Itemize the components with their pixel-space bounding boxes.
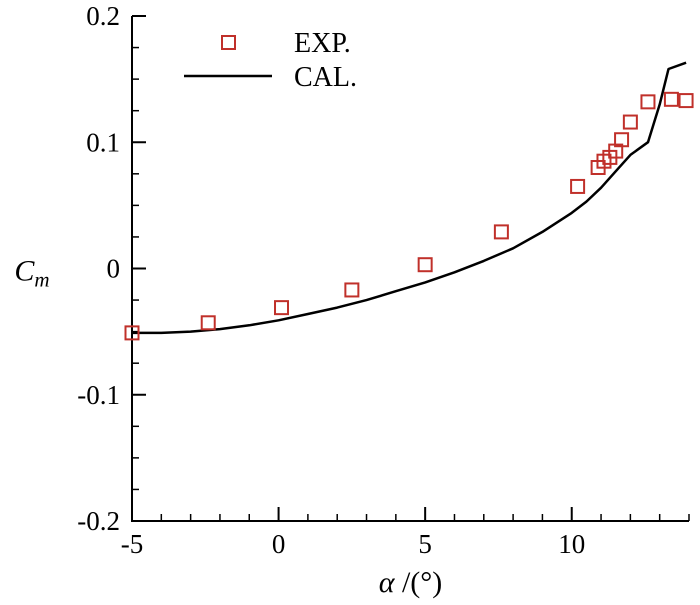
tick-labels: -5 0 5 10 -0.2 -0.1 0 0.1 0.2 <box>77 1 585 559</box>
exp-data-point <box>570 178 586 194</box>
exp-data-point <box>493 224 509 240</box>
exp-data-point <box>124 325 140 341</box>
y-tick-label: 0 <box>107 254 121 284</box>
x-axis-title: α /(°) <box>379 566 443 599</box>
exp-data-point <box>274 300 290 316</box>
y-axis-symbol: C <box>14 255 35 288</box>
y-tick-label: 0.2 <box>86 1 120 31</box>
x-tick-label: -5 <box>121 529 144 559</box>
exp-data-point <box>622 114 638 130</box>
y-tick-label: -0.1 <box>77 380 120 410</box>
tick-marks <box>131 15 690 522</box>
series-layer <box>124 61 694 341</box>
exp-data-point <box>663 91 679 107</box>
exp-data-point <box>640 94 656 110</box>
legend: EXP.CAL. <box>184 28 357 93</box>
legend-exp-label: EXP. <box>294 28 351 59</box>
x-tick-label: 10 <box>558 529 585 559</box>
exp-data-point <box>417 257 433 273</box>
exp-data-point <box>344 282 360 298</box>
y-axis-subscript: m <box>34 268 49 292</box>
x-tick-label: 0 <box>272 529 286 559</box>
exp-data-point <box>200 315 216 331</box>
exp-data-point <box>678 93 694 109</box>
y-tick-label: -0.2 <box>77 506 120 536</box>
legend-exp-marker <box>221 35 236 50</box>
exp-data-point <box>614 132 630 148</box>
x-axis-symbol: α <box>379 566 396 599</box>
x-tick-label: 5 <box>418 529 432 559</box>
legend-cal-label: CAL. <box>294 62 357 93</box>
cal-series-line <box>132 61 687 335</box>
y-axis-title: Cm <box>14 255 49 292</box>
y-tick-label: 0.1 <box>86 127 120 157</box>
axes <box>131 16 689 522</box>
x-axis-unit: /(°) <box>394 566 442 599</box>
